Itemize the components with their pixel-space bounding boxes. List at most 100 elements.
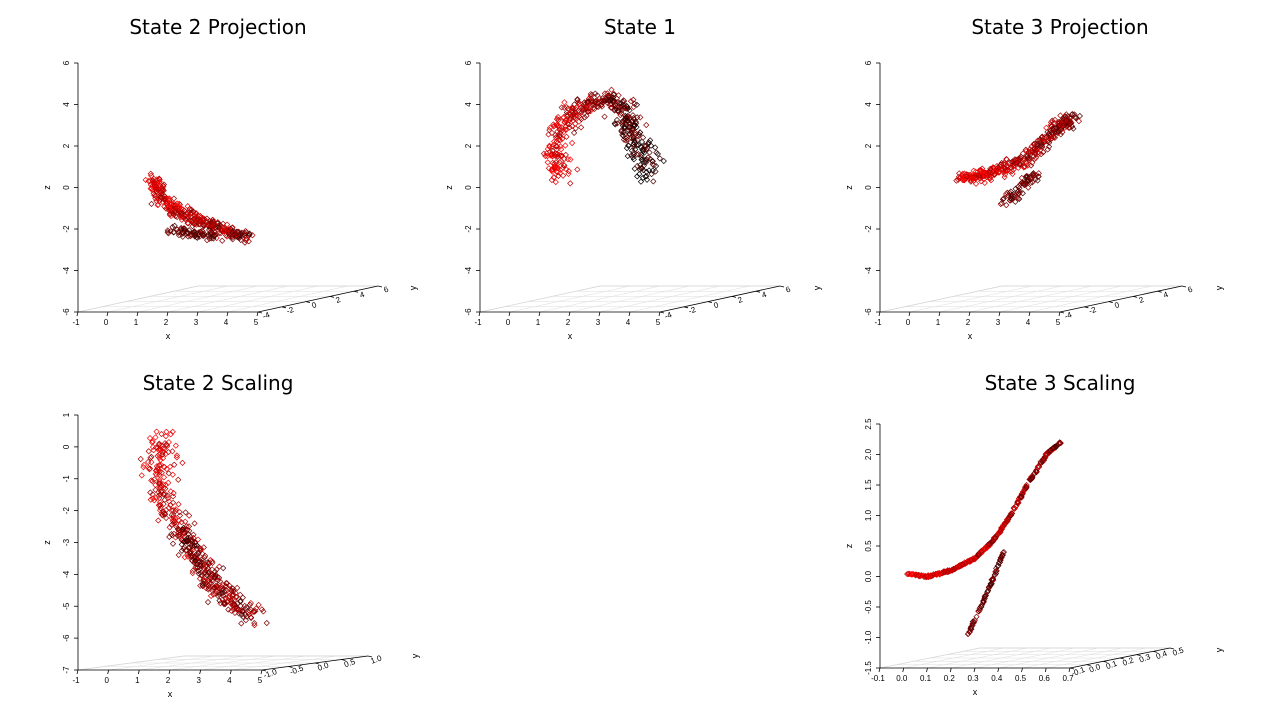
z-tick-label: 4 — [464, 102, 473, 107]
chart-3: State 3 Projection-6-4-20246z-1 0 1 2 3 4 5x-4… — [844, 15, 1224, 341]
z-tick-label: -4 — [62, 570, 71, 578]
scatter-point — [570, 140, 575, 145]
x-tick-label: -1 — [874, 318, 882, 327]
x-tick-label: 0.5 — [1015, 674, 1027, 683]
x-tick-label: 0 — [906, 318, 911, 327]
x-tick-mark — [257, 312, 258, 316]
x-tick-label: 0.1 — [920, 674, 932, 683]
z-tick-label: -2 — [62, 225, 71, 233]
x-tick-mark — [539, 312, 540, 316]
x-tick-label: 4 — [224, 318, 229, 327]
z-tick-label: 2 — [864, 143, 873, 148]
chart-5: State 3 Scaling-1.5-1.0-0.50.00.51.01.52… — [844, 371, 1224, 697]
x-tick-label: 1 — [134, 318, 139, 327]
z-tick-label: -2 — [62, 507, 71, 515]
z-tick-label: -6 — [864, 308, 873, 316]
z-tick-label: 2 — [62, 143, 71, 148]
z-tick-label: 6 — [62, 60, 71, 65]
scatter-point — [563, 143, 568, 148]
scatter-point — [146, 449, 151, 454]
scatter-point — [174, 453, 179, 458]
y-tick-mark — [780, 286, 784, 287]
y-tick-mark — [1133, 296, 1137, 297]
x-tick-mark — [659, 312, 660, 316]
x-axis-label: x — [968, 331, 973, 341]
x-tick-mark — [1059, 312, 1060, 316]
scatter-point — [177, 513, 182, 518]
x-tick-mark — [903, 668, 904, 672]
z-tick-label: 0 — [62, 444, 71, 449]
z-axis-label: z — [42, 185, 52, 190]
z-tick-label: 4 — [62, 102, 71, 107]
y-tick-mark — [1158, 291, 1162, 292]
y-tick-label: 4 — [761, 290, 769, 300]
data-points — [143, 171, 255, 245]
x-axis-label: x — [973, 687, 978, 697]
x-tick-label: 0.3 — [967, 674, 979, 683]
y-tick-label: -0.1 — [1070, 665, 1087, 678]
chart-title: State 2 Projection — [129, 15, 306, 39]
x-tick-label: 5 — [254, 318, 259, 327]
x-tick-mark — [138, 670, 139, 674]
scatter-point — [205, 600, 210, 605]
x-tick-label: -1 — [474, 318, 482, 327]
y-tick-mark — [756, 291, 760, 292]
scatter-point — [616, 93, 621, 98]
y-tick-label: -2 — [285, 305, 295, 316]
y-tick-label: 0 — [1113, 300, 1121, 310]
y-tick-label: 6 — [785, 284, 793, 294]
x-tick-label: 3 — [194, 318, 199, 327]
scatter-point — [264, 620, 269, 625]
x-axis-label: x — [166, 331, 171, 341]
scatter-point — [546, 132, 551, 137]
axes: -6-4-20246z-1 0 1 2 3 4 5x-4 -2 0246 y — [844, 60, 1224, 341]
z-tick-label: -2 — [464, 225, 473, 233]
y-tick-label: 6 — [383, 284, 391, 294]
z-tick-label: 2.0 — [864, 448, 873, 460]
y-tick-label: 4 — [359, 290, 367, 300]
z-tick-label: -4 — [864, 266, 873, 274]
scatter-point — [153, 435, 158, 440]
x-tick-label: 4 — [227, 676, 232, 685]
x-tick-label: 1 — [536, 318, 541, 327]
scatter-point — [161, 475, 166, 480]
y-tick-mark — [1109, 302, 1113, 303]
x-tick-mark — [169, 670, 170, 674]
scatter-point — [545, 160, 550, 165]
x-tick-mark — [107, 312, 108, 316]
x-tick-label: 1 — [936, 318, 941, 327]
scatter-point — [138, 456, 143, 461]
plot-box — [880, 286, 1182, 312]
y-tick-mark — [708, 302, 712, 303]
scatter-point — [651, 179, 656, 184]
y-tick-label: -2 — [1088, 305, 1098, 316]
x-tick-mark — [909, 312, 910, 316]
plot-box — [78, 286, 378, 312]
x-tick-label: 1 — [135, 676, 140, 685]
z-tick-label: -1.0 — [864, 630, 873, 644]
z-tick-label: -2 — [864, 225, 873, 233]
x-tick-mark — [1022, 668, 1023, 672]
data-points — [138, 429, 269, 628]
chart-1: State 2 Projection-6-4-20246z-1 0 1 2 3 4 5x-4… — [42, 15, 418, 341]
x-tick-mark — [950, 668, 951, 672]
axes: -1.5-1.0-0.50.00.51.01.52.02.5z-0.1 0.0 0.… — [844, 418, 1224, 697]
y-axis-label: y — [1214, 647, 1224, 652]
z-tick-label: -1.5 — [864, 661, 873, 675]
z-axis-label: z — [844, 185, 854, 190]
x-tick-mark — [939, 312, 940, 316]
z-tick-label: -6 — [62, 634, 71, 642]
scatter-point — [562, 100, 567, 105]
y-tick-mark — [330, 296, 334, 297]
x-tick-mark — [77, 670, 78, 674]
scatter-point — [170, 541, 175, 546]
z-tick-label: 6 — [464, 60, 473, 65]
y-tick-mark — [378, 286, 382, 287]
z-tick-label: -5 — [62, 602, 71, 610]
x-tick-label: 4 — [626, 318, 631, 327]
y-tick-label: 6 — [1187, 284, 1195, 294]
z-tick-label: 1.5 — [864, 479, 873, 491]
z-tick-label: -1 — [62, 475, 71, 483]
scatter-point — [156, 518, 161, 523]
y-tick-label: -1.0 — [262, 667, 279, 680]
